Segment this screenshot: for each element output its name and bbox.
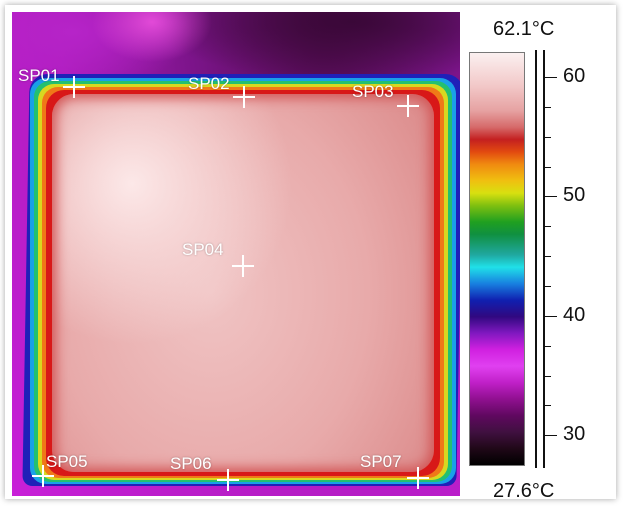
spot-label-sp04: SP04 — [182, 240, 224, 259]
spot-label-sp05: SP05 — [46, 452, 88, 471]
spot-crosshair-icon-sp03 — [397, 95, 419, 117]
scale-tick-label: 60 — [563, 65, 586, 88]
spot-crosshair-icon-sp02 — [233, 86, 255, 108]
scale-minor-tick — [543, 286, 551, 288]
scale-tick-label: 40 — [563, 303, 586, 326]
spot-label-sp06: SP06 — [170, 454, 212, 473]
scale-minor-tick — [543, 136, 551, 138]
scale-minor-tick — [543, 106, 551, 108]
spot-crosshair-icon-sp04 — [232, 255, 254, 277]
scale-tick-label: 30 — [563, 423, 586, 446]
temperature-scale: 62.1°C 60 50 40 30 27.6°C — [463, 12, 613, 502]
scale-major-tick — [543, 435, 557, 437]
scale-max-label: 62.1°C — [493, 18, 555, 40]
hot-plate-region — [52, 94, 434, 472]
scale-major-tick — [543, 315, 557, 317]
spot-label-sp02: SP02 — [188, 74, 230, 93]
scale-min-label: 27.6°C — [493, 480, 555, 502]
scale-minor-tick — [543, 166, 551, 168]
scale-minor-tick — [543, 345, 551, 347]
scale-major-tick — [543, 77, 557, 79]
spot-crosshair-icon-sp01 — [63, 76, 85, 98]
spot-label-sp01: SP01 — [18, 66, 60, 85]
scale-axis — [535, 50, 545, 468]
spot-crosshair-icon-sp07 — [407, 467, 429, 489]
thermal-image: SP01 SP02 SP03 SP04 SP05 SP06 SP07 — [12, 12, 460, 496]
spot-crosshair-icon-sp06 — [217, 469, 239, 491]
scale-major-tick — [543, 196, 557, 198]
spot-label-sp03: SP03 — [352, 82, 394, 101]
scale-minor-tick — [543, 405, 551, 407]
spot-label-sp07: SP07 — [360, 452, 402, 471]
scale-minor-tick — [543, 256, 551, 258]
scale-tick-label: 50 — [563, 184, 586, 207]
scale-minor-tick — [543, 226, 551, 228]
scale-minor-tick — [543, 375, 551, 377]
color-bar — [469, 52, 525, 466]
spot-crosshair-icon-sp05 — [32, 465, 54, 487]
